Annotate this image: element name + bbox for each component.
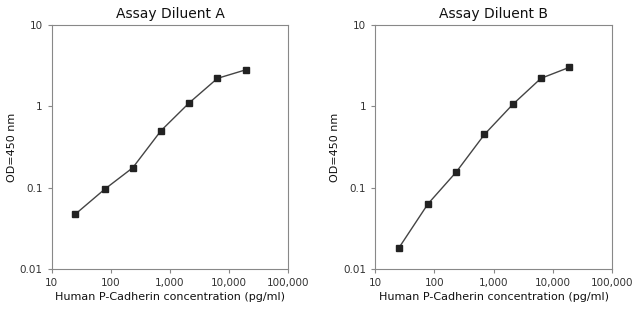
X-axis label: Human P-Cadherin concentration (pg/ml): Human P-Cadherin concentration (pg/ml) [55,292,285,302]
Y-axis label: OD=450 nm: OD=450 nm [330,112,340,181]
Title: Assay Diluent B: Assay Diluent B [439,7,548,21]
Title: Assay Diluent A: Assay Diluent A [116,7,225,21]
X-axis label: Human P-Cadherin concentration (pg/ml): Human P-Cadherin concentration (pg/ml) [378,292,609,302]
Y-axis label: OD=450 nm: OD=450 nm [7,112,17,181]
